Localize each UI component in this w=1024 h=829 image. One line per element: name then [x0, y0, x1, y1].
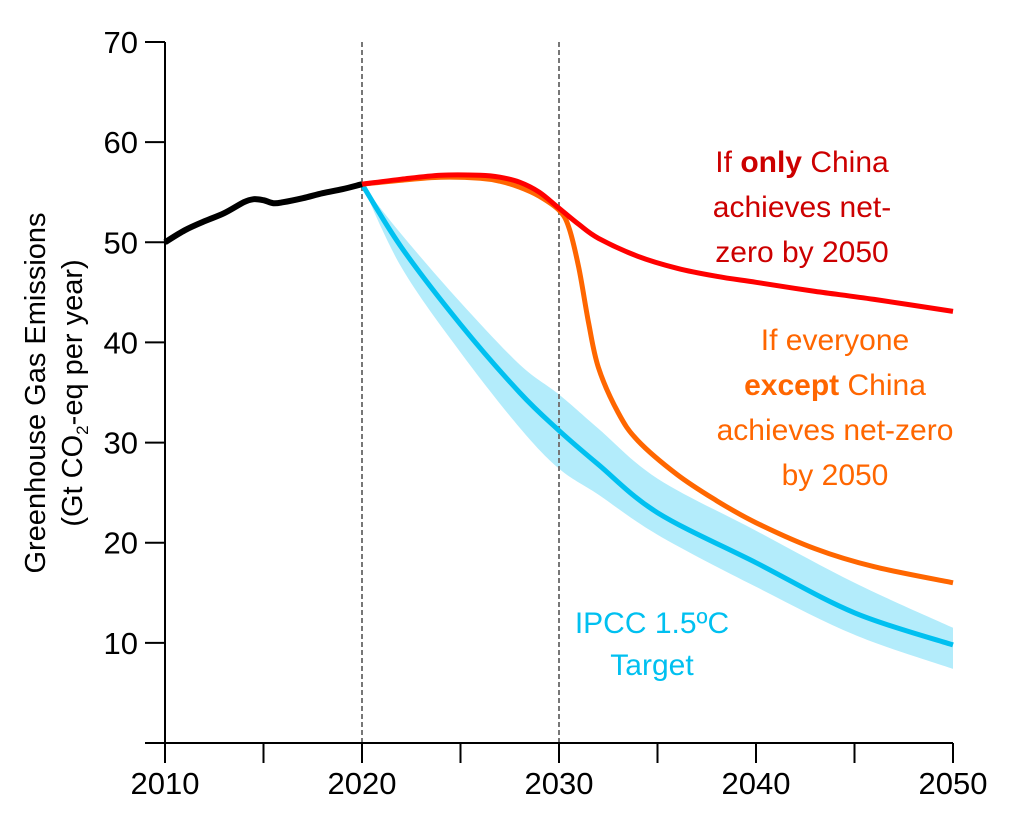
annotation-if-everyone-except-china-achieves-net-zero-by-2050: If everyone except China achieves net-zero…: [717, 324, 954, 492]
annotation-emphasis: only: [740, 146, 802, 179]
series-line-if-everyone-except-china-achieves-net-zero-by-2050: [361, 174, 954, 586]
y-axis-title: Greenhouse Gas Emissions (Gt CO2-eq per …: [20, 212, 92, 573]
annotation-text: achieves net-: [713, 191, 891, 224]
annotation-line: achieves net-: [713, 191, 891, 224]
series-line-historical-emissions: [163, 181, 363, 245]
annotation-if-only-china-achieves-net-zero-by-2050: If only China achieves net-zero by 2050: [713, 146, 891, 269]
annotation-line: If everyone: [761, 324, 909, 357]
x-tick-label-2030: 2030: [525, 766, 594, 801]
annotation-line: IPCC 1.5ºC: [575, 607, 729, 640]
annotation-line: zero by 2050: [715, 236, 888, 269]
y-tick-label-50: 50: [104, 225, 138, 260]
annotation-line: except China: [744, 369, 926, 402]
series-line-if-only-china-achieves-net-zero-by-2050: [361, 172, 954, 314]
annotation-line: achieves net-zero: [717, 414, 954, 447]
y-axis-title-unit-prefix: (Gt CO: [57, 435, 89, 527]
annotation-text: If everyone: [761, 324, 909, 357]
annotation-ipcc-1-5-c-target: IPCC 1.5ºC Target: [575, 607, 729, 682]
annotation-text: zero by 2050: [715, 236, 888, 269]
annotation-text: If: [715, 146, 740, 179]
y-axis-title-line1: Greenhouse Gas Emissions: [20, 212, 52, 573]
y-axis-title-unit-suffix: -eq per year): [57, 259, 89, 425]
annotation-emphasis: except: [744, 369, 839, 402]
annotation-text: IPCC 1.5ºC: [575, 607, 729, 640]
x-tick-label-2020: 2020: [328, 766, 397, 801]
y-tick-label-40: 40: [104, 325, 138, 360]
annotation-line: by 2050: [782, 459, 889, 492]
x-tick-label-2050: 2050: [919, 766, 988, 801]
ipcc-uncertainty-band: [362, 184, 953, 669]
annotation-text: China: [839, 369, 926, 402]
annotation-text: China: [802, 146, 889, 179]
y-tick-label-20: 20: [104, 526, 138, 561]
series-lines: [163, 172, 954, 648]
reference-lines: [361, 42, 560, 743]
x-tick-label-2010: 2010: [131, 766, 200, 801]
ipcc-uncertainty-band-layer: [362, 184, 953, 669]
annotation-text: by 2050: [782, 459, 889, 492]
y-axis-title-unit-subscript: 2: [73, 425, 92, 434]
y-tick-label-10: 10: [104, 626, 138, 661]
y-tick-label-60: 60: [104, 125, 138, 160]
annotation-line: Target: [610, 649, 694, 682]
y-axis-title-line2: (Gt CO2-eq per year): [57, 259, 92, 526]
y-tick-label-70: 70: [104, 25, 138, 60]
annotation-line: If only China: [715, 146, 889, 179]
annotation-text: achieves net-zero: [717, 414, 954, 447]
series-line-ipcc-1-5-c-target: [359, 182, 954, 648]
y-tick-label-30: 30: [104, 426, 138, 461]
x-tick-label-2040: 2040: [722, 766, 791, 801]
annotation-text: Target: [610, 649, 694, 682]
